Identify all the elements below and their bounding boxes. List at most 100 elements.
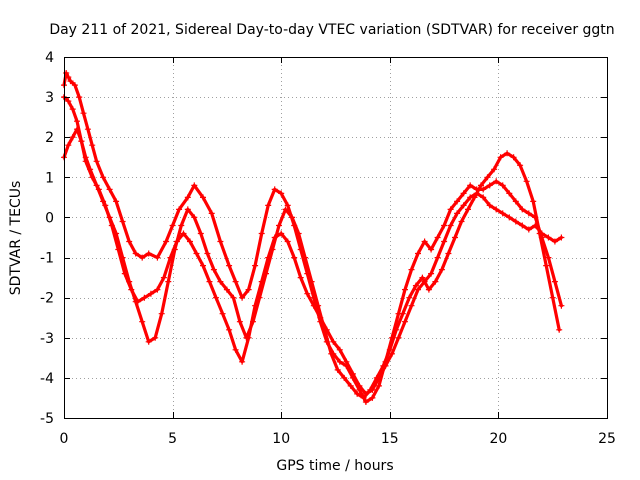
data-point [71, 82, 78, 89]
data-point [421, 238, 428, 245]
data-point [304, 290, 311, 297]
data-point [525, 226, 532, 233]
data-point [512, 218, 519, 225]
data-point [243, 334, 250, 341]
data-point [154, 254, 161, 261]
data-point [506, 190, 513, 197]
data-point [530, 198, 537, 205]
data-point [336, 358, 343, 365]
data-point [551, 278, 558, 285]
data-point [269, 246, 276, 253]
data-point [512, 198, 519, 205]
data-point [239, 294, 246, 301]
data-point [65, 98, 72, 105]
data-point [315, 302, 322, 309]
data-point [158, 310, 165, 317]
data-point [438, 266, 445, 273]
data-point [373, 374, 380, 381]
data-point [471, 194, 478, 201]
data-point [434, 234, 441, 241]
data-point [504, 150, 511, 157]
data-point [484, 174, 491, 181]
data-point [178, 222, 185, 229]
data-point [69, 106, 76, 113]
data-point [263, 270, 269, 277]
data-point [454, 210, 461, 217]
x-tick-label: 5 [168, 431, 177, 447]
data-point [187, 238, 193, 245]
data-point [232, 346, 239, 353]
series-line [62, 95, 563, 396]
y-tick-label: 3 [45, 90, 54, 106]
y-tick-label: 0 [45, 210, 54, 226]
series-track-2 [61, 94, 565, 397]
data-point [447, 206, 454, 213]
data-point [499, 210, 506, 217]
data-point [165, 278, 172, 285]
chart-title: Day 211 of 2021, Sidereal Day-to-day VTE… [49, 22, 614, 38]
data-point [480, 186, 487, 193]
data-point [510, 154, 517, 161]
data-point [176, 206, 183, 213]
data-point [145, 338, 152, 345]
data-point [393, 326, 400, 333]
data-point [408, 302, 415, 309]
data-point [89, 142, 96, 149]
data-point [302, 254, 309, 261]
data-point [74, 126, 80, 133]
data-point [87, 166, 94, 173]
data-point [519, 222, 526, 229]
data-point [265, 202, 272, 209]
data-point [425, 286, 432, 293]
data-point [523, 178, 530, 185]
data-point [152, 334, 159, 341]
data-point [100, 174, 107, 181]
data-point [180, 230, 187, 237]
data-point [67, 78, 74, 85]
data-point [460, 202, 467, 209]
data-point [217, 278, 224, 285]
data-point [100, 198, 107, 205]
data-point [250, 318, 256, 325]
data-point [106, 186, 113, 193]
data-point [558, 234, 565, 241]
data-point [200, 194, 206, 201]
data-point [545, 234, 552, 241]
data-point [154, 286, 161, 293]
data-point [219, 310, 226, 317]
data-point [395, 334, 402, 341]
data-point [415, 286, 421, 293]
series-track-1 [61, 70, 565, 405]
data-point [536, 230, 543, 237]
data-point [367, 386, 374, 393]
data-point [74, 118, 80, 125]
data-point [78, 138, 85, 145]
data-point [543, 262, 550, 269]
data-point [171, 246, 178, 253]
data-point [139, 254, 146, 261]
data-point [328, 350, 335, 357]
x-tick-label: 0 [60, 431, 69, 447]
data-point [428, 246, 435, 253]
data-point [106, 214, 113, 221]
data-point [145, 250, 152, 257]
grid-layer [64, 57, 607, 418]
data-point [223, 286, 230, 293]
data-point [93, 158, 100, 165]
x-tick-label: 20 [489, 431, 507, 447]
data-point [428, 270, 435, 277]
data-point [545, 254, 552, 261]
y-tick-label: -4 [40, 371, 54, 387]
data-point [200, 262, 206, 269]
data-point [491, 166, 498, 173]
data-point [217, 238, 224, 245]
data-point [506, 214, 513, 221]
data-point [126, 238, 133, 245]
data-point [284, 238, 291, 245]
data-point [295, 230, 302, 237]
data-point [321, 326, 328, 333]
data-point [551, 238, 558, 245]
series-line [62, 127, 561, 400]
data-point [141, 294, 148, 301]
data-point [519, 206, 526, 213]
